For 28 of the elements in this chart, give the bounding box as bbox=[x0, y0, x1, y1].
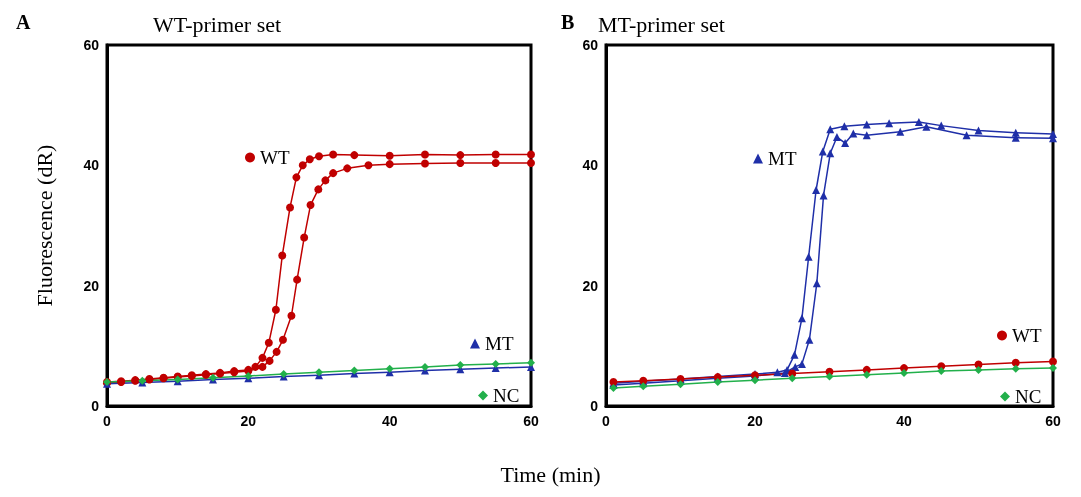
x-axis-title: Time (min) bbox=[499, 462, 602, 488]
x-tick-label: 20 bbox=[747, 413, 763, 429]
legend-label: MT bbox=[768, 148, 797, 169]
legend-label: MT bbox=[485, 333, 514, 354]
text: B bbox=[561, 11, 575, 33]
x-tick-label: 20 bbox=[240, 413, 257, 429]
y-tick-label: 0 bbox=[590, 398, 599, 414]
y-tick-label: 20 bbox=[83, 277, 100, 294]
legend-label: NC bbox=[493, 385, 520, 406]
y-axis-title: Fluorescence (dR) bbox=[31, 144, 57, 307]
x-tick-label: 0 bbox=[103, 413, 112, 429]
y-tick-label: 60 bbox=[83, 37, 100, 53]
text: A bbox=[16, 11, 31, 33]
legend-label: WT bbox=[260, 147, 290, 168]
x-tick-label: 60 bbox=[1045, 413, 1061, 429]
x-tick-label: 40 bbox=[896, 413, 912, 429]
x-tick-label: 0 bbox=[602, 413, 611, 429]
x-tick-label: 60 bbox=[523, 413, 539, 429]
chart-title: WT-primer set bbox=[153, 11, 282, 37]
y-tick-label: 40 bbox=[83, 157, 100, 174]
y-tick-label: 60 bbox=[582, 37, 599, 53]
chart-title: MT-primer set bbox=[598, 11, 725, 37]
x-tick-label: 40 bbox=[381, 413, 398, 429]
legend-label: WT bbox=[1012, 325, 1042, 346]
legend-label: NC bbox=[1015, 386, 1042, 407]
y-tick-label: 0 bbox=[91, 398, 100, 414]
y-tick-label: 20 bbox=[582, 277, 599, 294]
y-tick-label: 40 bbox=[582, 157, 599, 174]
